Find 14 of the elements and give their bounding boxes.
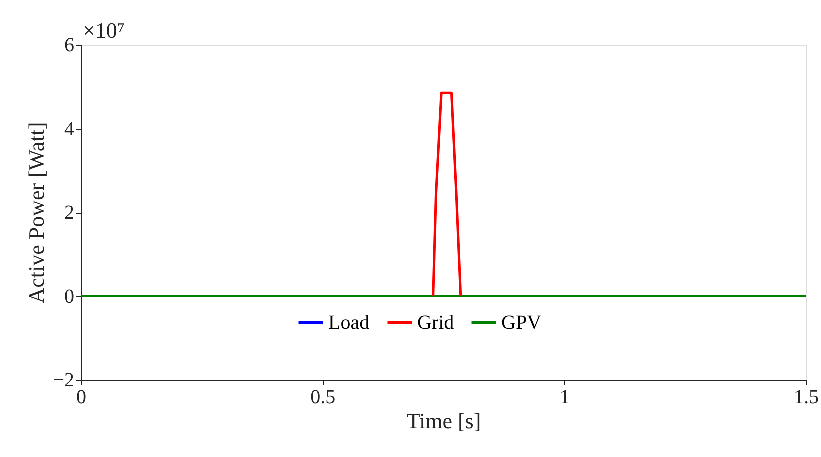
x-tick-label: 1 xyxy=(560,386,570,408)
y-tick-label: 2 xyxy=(64,202,74,224)
legend-label: Load xyxy=(328,312,370,334)
x-tick-label: 1.5 xyxy=(794,386,819,408)
y-tick-label: 4 xyxy=(64,118,74,140)
y-axis-title: Active Power [Watt] xyxy=(24,122,50,304)
x-tick-label: 0.5 xyxy=(310,386,336,408)
y-tick-label: 0 xyxy=(64,286,74,308)
y-tick-label: 6 xyxy=(64,34,74,56)
x-axis-title: Time [s] xyxy=(406,408,482,434)
legend-label: GPV xyxy=(502,312,542,334)
legend-label: Grid xyxy=(418,312,454,334)
text: ×10⁷ xyxy=(83,18,126,43)
y-tick-label: −2 xyxy=(53,370,74,392)
